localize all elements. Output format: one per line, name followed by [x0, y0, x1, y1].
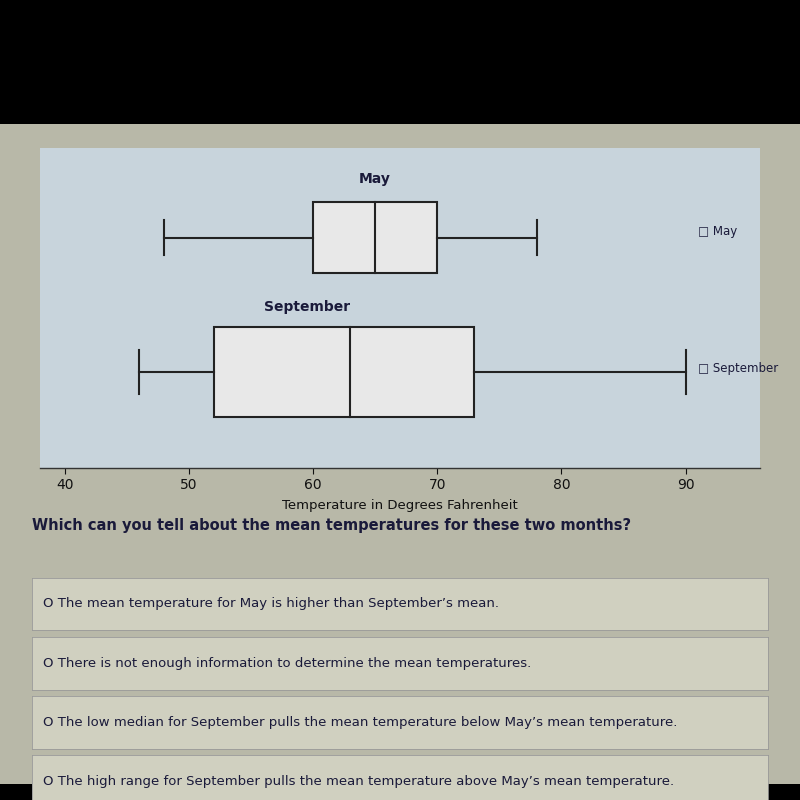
Text: September: September — [264, 300, 350, 314]
Bar — [214, 327, 474, 417]
Text: Which can you tell about the mean temperatures for these two months?: Which can you tell about the mean temper… — [32, 518, 631, 533]
Text: O The low median for September pulls the mean temperature below May’s mean tempe: O The low median for September pulls the… — [43, 716, 678, 729]
Text: □ May: □ May — [698, 225, 737, 238]
Text: □ September: □ September — [698, 362, 778, 375]
Text: O There is not enough information to determine the mean temperatures.: O There is not enough information to det… — [43, 657, 531, 670]
Bar — [313, 202, 438, 273]
X-axis label: Temperature in Degrees Fahrenheit: Temperature in Degrees Fahrenheit — [282, 499, 518, 512]
Text: O The high range for September pulls the mean temperature above May’s mean tempe: O The high range for September pulls the… — [43, 775, 674, 788]
Text: O The mean temperature for May is higher than September’s mean.: O The mean temperature for May is higher… — [43, 598, 499, 610]
Text: May: May — [359, 172, 391, 186]
